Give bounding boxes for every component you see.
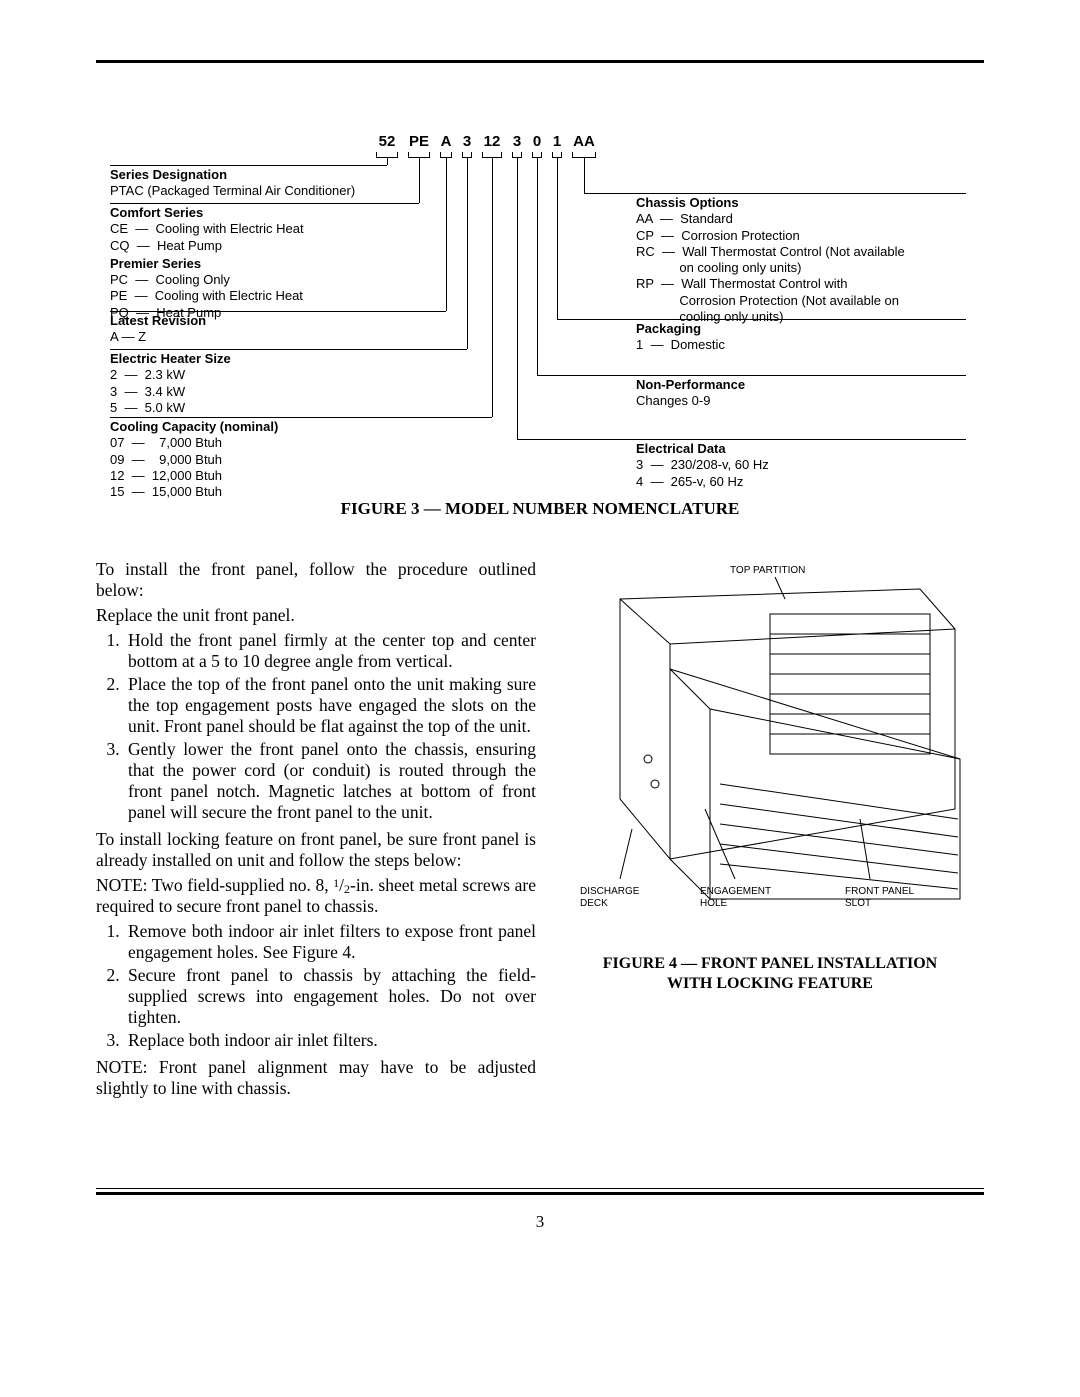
stem-line [467, 158, 468, 349]
paragraph: To install locking feature on front pane… [96, 829, 536, 871]
h-line [584, 193, 966, 194]
label-front-panel-slot: FRONT PANEL [845, 886, 915, 897]
page: 52PEA312301AASeries DesignationPTAC (Pac… [96, 60, 984, 1103]
ordered-list-1: Hold the front panel firmly at the cente… [124, 630, 536, 823]
h-line [110, 417, 492, 418]
bottom-rule-thin [96, 1188, 984, 1189]
nomenclature-block: Electric Heater Size2 — 2.3 kW3 — 3.4 kW… [110, 351, 467, 416]
nomenclature-block: Latest RevisionA — Z [110, 313, 446, 346]
list-item: Replace both indoor air inlet filters. [124, 1030, 536, 1051]
label-discharge-deck: DISCHARGE [580, 886, 640, 897]
stem-line [584, 158, 585, 193]
ordered-list-2: Remove both indoor air inlet filters to … [124, 921, 536, 1051]
h-line [517, 439, 966, 440]
paragraph: To install the front panel, follow the p… [96, 559, 536, 601]
label-engagement-hole: ENGAGEMENT [700, 886, 771, 897]
label-engagement-hole-2: HOLE [700, 898, 728, 909]
figure-4-caption: FIGURE 4 — FRONT PANEL INSTALLATION WITH… [560, 954, 980, 994]
note-paragraph: NOTE: Two field-supplied no. 8, 1/2-in. … [96, 875, 536, 917]
body-columns: To install the front panel, follow the p… [96, 559, 984, 1103]
page-number: 3 [0, 1212, 1080, 1232]
caption-line: WITH LOCKING FEATURE [667, 975, 873, 992]
figure-3-caption: FIGURE 3 — MODEL NUMBER NOMENCLATURE [96, 499, 984, 519]
nomenclature-block: Electrical Data3 — 230/208-v, 60 Hz4 — 2… [636, 441, 976, 490]
figure-4-svg: TOP PARTITION DISCHARGE DECK ENGAGEMENT … [560, 559, 980, 939]
stem-line [387, 158, 388, 165]
model-segment: 1 [552, 133, 562, 152]
label-front-panel-slot-2: SLOT [845, 898, 871, 909]
model-segment: 3 [512, 133, 522, 152]
model-segment: 0 [532, 133, 542, 152]
nomenclature-block: Non-PerformanceChanges 0-9 [636, 377, 976, 410]
model-segment: A [440, 133, 452, 152]
stem-line [557, 158, 558, 319]
model-segment: PE [408, 133, 430, 152]
stem-line [446, 158, 447, 311]
model-segment: 52 [376, 133, 398, 152]
list-item: Remove both indoor air inlet filters to … [124, 921, 536, 963]
nomenclature-block: Series DesignationPTAC (Packaged Termina… [110, 167, 387, 200]
list-item: Hold the front panel firmly at the cente… [124, 630, 536, 672]
stem-line [517, 158, 518, 439]
left-text-column: To install the front panel, follow the p… [96, 559, 536, 1103]
right-figure-column: TOP PARTITION DISCHARGE DECK ENGAGEMENT … [560, 559, 980, 1103]
fraction-numerator: 1 [333, 876, 339, 890]
h-line [110, 311, 446, 312]
note-text: NOTE: Two field-supplied no. 8, [96, 875, 333, 895]
bottom-rule-thick [96, 1192, 984, 1195]
nomenclature-block: Comfort SeriesCE — Cooling with Electric… [110, 205, 419, 321]
figure-4: TOP PARTITION DISCHARGE DECK ENGAGEMENT … [560, 559, 980, 994]
h-line [110, 349, 467, 350]
label-top-partition: TOP PARTITION [730, 565, 805, 576]
paragraph: NOTE: Front panel alignment may have to … [96, 1057, 536, 1099]
h-line [110, 203, 419, 204]
stem-line [537, 158, 538, 375]
nomenclature-block: Chassis OptionsAA — StandardCP — Corrosi… [636, 195, 976, 325]
top-rule [96, 60, 984, 63]
paragraph: Replace the unit front panel. [96, 605, 536, 626]
nomenclature-block: Cooling Capacity (nominal)07 — 7,000 Btu… [110, 419, 492, 500]
label-discharge-deck-2: DECK [580, 898, 608, 909]
stem-line [492, 158, 493, 417]
model-segment: 3 [462, 133, 472, 152]
model-segment: 12 [482, 133, 502, 152]
stem-line [419, 158, 420, 203]
h-line [557, 319, 966, 320]
list-item: Place the top of the front panel onto th… [124, 674, 536, 737]
model-segment: AA [572, 133, 596, 152]
h-line [537, 375, 966, 376]
caption-line: FIGURE 4 — FRONT PANEL INSTALLATION [603, 955, 937, 972]
list-item: Gently lower the front panel onto the ch… [124, 739, 536, 823]
nomenclature-block: Packaging1 — Domestic [636, 321, 976, 354]
list-item: Secure front panel to chassis by attachi… [124, 965, 536, 1028]
h-line [110, 165, 387, 166]
model-nomenclature-diagram: 52PEA312301AASeries DesignationPTAC (Pac… [96, 73, 984, 493]
